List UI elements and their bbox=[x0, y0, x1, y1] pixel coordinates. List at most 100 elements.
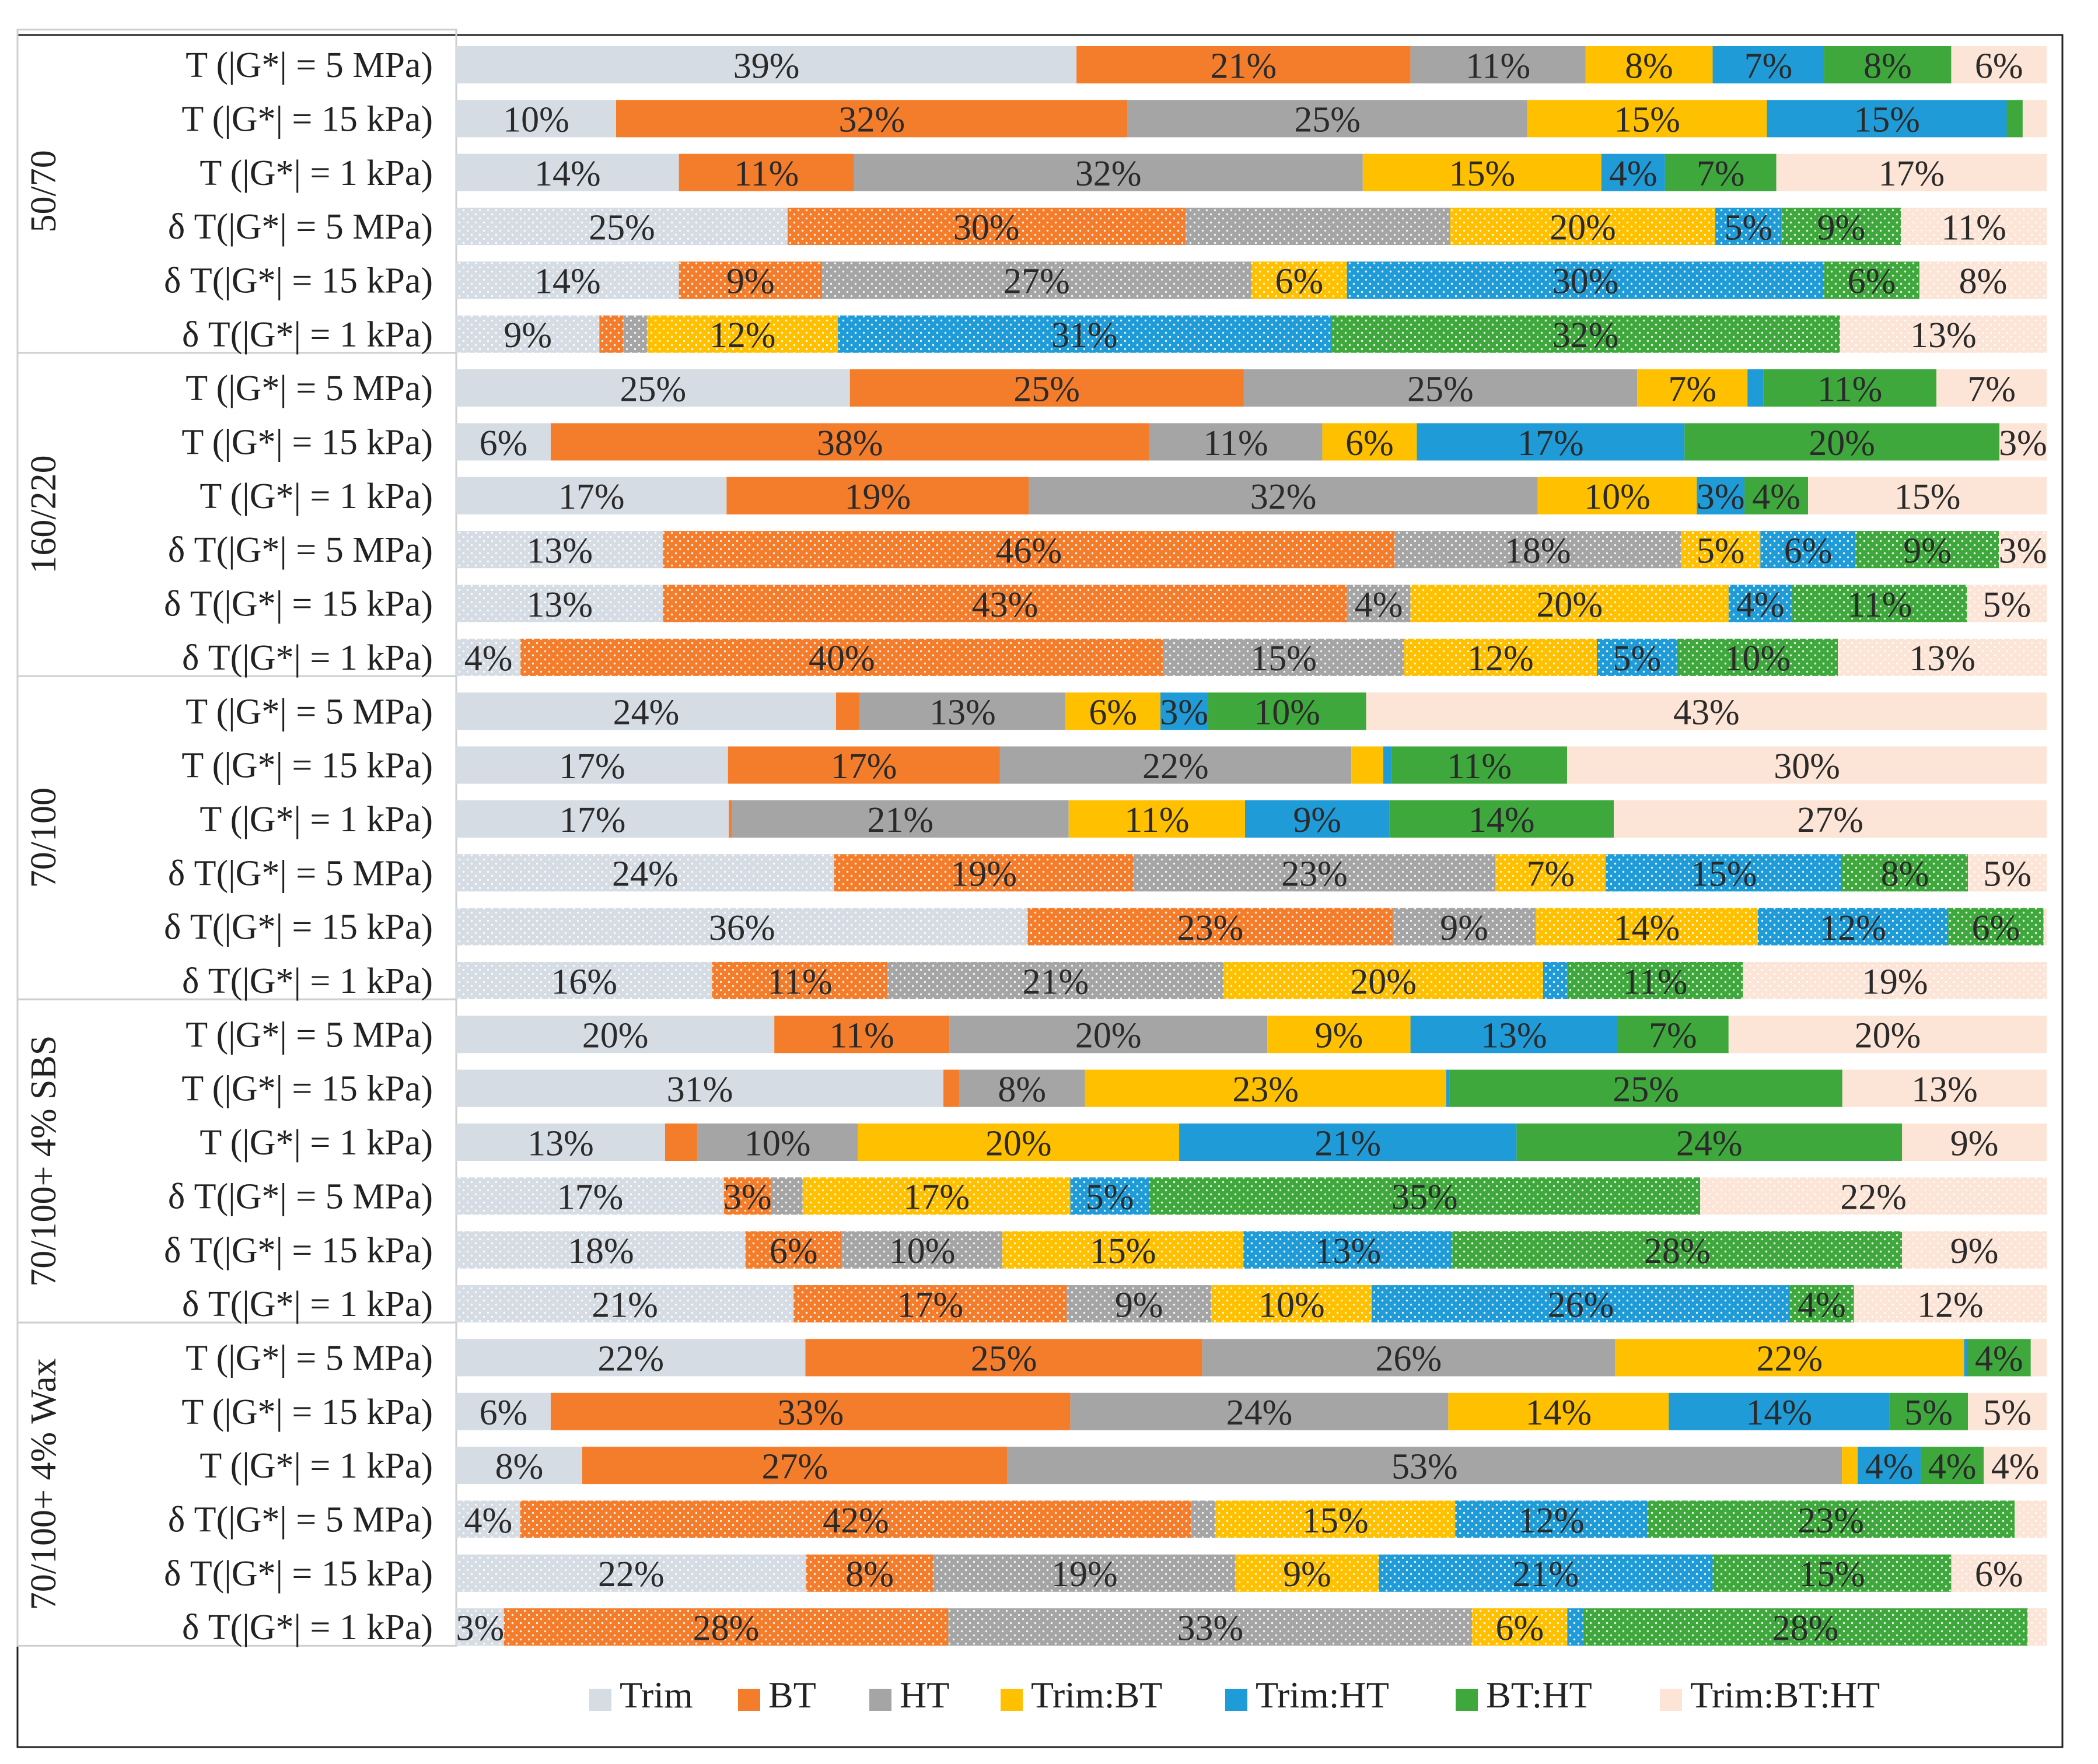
data-label-trim-ht-160-220-5: 5% bbox=[1613, 639, 1662, 678]
bar-segment-bt-160-220-5 bbox=[520, 638, 1163, 676]
bar-segment-trim-bt-50-70-5 bbox=[647, 315, 838, 353]
data-label-trim-bt-70-100-4-sbs-1: 23% bbox=[1232, 1070, 1299, 1110]
bar-segment-trim-bt-ht-70-100-4-wax-1 bbox=[1968, 1392, 2047, 1430]
data-label-trim-bt-ht-160-220-2: 15% bbox=[1894, 477, 1961, 517]
bar-segment-trim-bt-70-100-4-wax-0 bbox=[1615, 1339, 1964, 1377]
data-label-trim-70-100-3: 24% bbox=[612, 855, 679, 894]
data-label-bt-ht-70-100-4-wax-1: 5% bbox=[1904, 1393, 1953, 1433]
data-label-bt-ht-70-100-4-sbs-4: 28% bbox=[1644, 1231, 1711, 1271]
bar-segment-trim-70-100-4-sbs-2 bbox=[456, 1124, 665, 1161]
bar-segment-trim-bt-70-100-4-wax-4 bbox=[1235, 1554, 1379, 1592]
data-label-trim-bt-ht-50-70-4: 8% bbox=[1959, 262, 2008, 302]
data-label-bt-ht-70-100-0: 10% bbox=[1254, 693, 1320, 733]
bar-segment-bt-ht-70-100-4-sbs-1 bbox=[1449, 1069, 1842, 1107]
bar-segment-ht-70-100-5 bbox=[887, 961, 1224, 999]
row-label-70-100-4-sbs-0: T (|G*| = 5 MPa) bbox=[186, 1015, 433, 1055]
data-label-trim-ht-50-70-1: 15% bbox=[1854, 100, 1920, 140]
data-label-bt-70-100-4-wax-1: 33% bbox=[777, 1393, 844, 1433]
data-label-bt-50-70-0: 21% bbox=[1211, 46, 1277, 86]
bar-segment-bt-70-100-4-wax-0 bbox=[805, 1339, 1202, 1377]
legend-label-ht: HT bbox=[900, 1674, 949, 1716]
data-label-ht-160-220-2: 32% bbox=[1250, 477, 1317, 517]
row-label-160-220-2: T (|G*| = 1 kPa) bbox=[200, 477, 433, 516]
data-label-trim-ht-70-100-0: 3% bbox=[1160, 693, 1208, 733]
legend: Trim BT HT Trim:BT Trim:HT BT:HT Trim:BT:HT bbox=[589, 1674, 1880, 1716]
bar-segment-trim-bt-ht-160-220-1 bbox=[1999, 423, 2047, 461]
data-label-ht-70-100-4-wax-5: 33% bbox=[1177, 1608, 1243, 1648]
bar-segment-trim-70-100-4-sbs-5 bbox=[456, 1285, 794, 1323]
data-label-trim-bt-ht-50-70-3: 11% bbox=[1941, 208, 2006, 247]
bar-segment-trim-bt-160-220-2 bbox=[1537, 477, 1697, 514]
data-label-bt-ht-70-100-3: 8% bbox=[1881, 855, 1929, 894]
legend-label-trim-bt: Trim:BT bbox=[1031, 1674, 1162, 1716]
data-label-bt-ht-70-100-1: 11% bbox=[1447, 747, 1512, 786]
bar-segment-trim-bt-ht-70-100-0 bbox=[1366, 692, 2047, 730]
data-label-ht-70-100-4-sbs-1: 8% bbox=[998, 1070, 1046, 1110]
data-label-trim-50-70-4: 14% bbox=[534, 262, 601, 302]
data-label-trim-bt-ht-160-220-4: 5% bbox=[1983, 585, 2031, 625]
row-label-50-70-2: T (|G*| = 1 kPa) bbox=[200, 153, 433, 193]
data-label-ht-70-100-4-sbs-4: 10% bbox=[889, 1231, 956, 1271]
data-label-trim-bt-50-70-0: 8% bbox=[1625, 46, 1673, 86]
bar-segment-bt-70-100-0 bbox=[835, 692, 860, 730]
bar-segment-trim-70-100-2 bbox=[456, 800, 729, 838]
bar-segment-trim-70-100-5 bbox=[456, 961, 712, 999]
bar-segment-trim-70-100-4-sbs-3 bbox=[456, 1177, 724, 1215]
data-label-trim-ht-70-100-4-sbs-3: 5% bbox=[1086, 1178, 1134, 1217]
bar-segment-bt-70-100-5 bbox=[712, 961, 888, 999]
bar-segment-bt-70-100-4-wax-4 bbox=[806, 1554, 933, 1592]
bar-segment-trim-70-100-1 bbox=[456, 746, 728, 784]
data-label-trim-70-100-4-wax-4: 22% bbox=[598, 1555, 665, 1594]
bar-segment-trim-ht-70-100-4-sbs-2 bbox=[1179, 1124, 1517, 1161]
bar-segment-ht-160-220-2 bbox=[1029, 477, 1538, 514]
data-label-ht-70-100-4-wax-1: 24% bbox=[1226, 1393, 1293, 1433]
bar-segment-ht-70-100-4-sbs-2 bbox=[697, 1124, 858, 1161]
data-label-trim-bt-70-100-4-wax-1: 14% bbox=[1525, 1393, 1592, 1433]
data-label-trim-70-100-4-sbs-0: 20% bbox=[582, 1016, 649, 1056]
bar-segment-trim-70-100-4-sbs-1 bbox=[456, 1069, 944, 1107]
bar-segment-bt-70-100-4-sbs-2 bbox=[665, 1124, 698, 1161]
bar-segment-bt-160-220-1 bbox=[550, 423, 1149, 461]
row-label-160-220-4: δ T(|G*| = 15 kPa) bbox=[164, 584, 433, 624]
data-label-trim-160-220-5: 4% bbox=[464, 639, 513, 678]
data-label-trim-50-70-1: 10% bbox=[503, 100, 569, 140]
bar-segment-bt-ht-70-100-4-wax-4 bbox=[1712, 1554, 1952, 1592]
legend-swatch-trim bbox=[589, 1689, 611, 1711]
bar-segment-trim-bt-ht-50-70-2 bbox=[1776, 153, 2047, 191]
data-label-bt-70-100-4-sbs-4: 6% bbox=[770, 1231, 818, 1271]
bar-segment-trim-bt-ht-160-220-2 bbox=[1808, 477, 2047, 514]
bar-segment-trim-ht-70-100-2 bbox=[1245, 800, 1390, 838]
bar-segment-trim-bt-ht-70-100-4-wax-5 bbox=[2027, 1608, 2047, 1646]
bar-segment-trim-160-220-5 bbox=[456, 638, 521, 676]
row-label-70-100-2: T (|G*| = 1 kPa) bbox=[200, 800, 433, 839]
bar-segment-bt-ht-70-100-4-sbs-5 bbox=[1789, 1285, 1854, 1323]
data-label-trim-bt-70-100-4-wax-5: 6% bbox=[1495, 1608, 1544, 1648]
data-label-ht-70-100-4-sbs-0: 20% bbox=[1075, 1016, 1142, 1056]
data-label-trim-bt-ht-70-100-4-sbs-5: 12% bbox=[1917, 1285, 1984, 1325]
legend-swatch-trim-ht bbox=[1225, 1689, 1247, 1711]
data-label-trim-ht-70-100-4-wax-1: 14% bbox=[1746, 1393, 1812, 1433]
group-label-70-100: 70/100 bbox=[24, 788, 64, 888]
data-label-trim-160-220-2: 17% bbox=[558, 477, 625, 517]
bar-segment-ht-70-100-4-wax-0 bbox=[1202, 1339, 1616, 1377]
bar-segment-trim-bt-70-100-3 bbox=[1495, 854, 1606, 892]
bar-segment-trim-bt-70-100-4-wax-1 bbox=[1448, 1392, 1669, 1430]
data-label-bt-70-100-4-sbs-0: 11% bbox=[829, 1016, 894, 1056]
bars: 39% 21% 11% 8% 7% 8% 6% 10% 32% 25% 15% 15% 14% 11% 32… bbox=[456, 46, 2047, 1648]
bar-segment-trim-ht-70-100-4-wax-1 bbox=[1669, 1392, 1890, 1430]
data-label-trim-70-100-4-wax-0: 22% bbox=[597, 1339, 664, 1379]
bar-segment-trim-ht-160-220-3 bbox=[1760, 531, 1856, 569]
row-label-70-100-5: δ T(|G*| = 1 kPa) bbox=[182, 961, 433, 1001]
bar-segment-trim-bt-70-100-1 bbox=[1351, 746, 1384, 784]
bar-segment-bt-70-100-4-sbs-0 bbox=[774, 1016, 950, 1054]
bar-segment-ht-70-100-4 bbox=[1393, 908, 1536, 946]
data-label-bt-70-100-3: 19% bbox=[950, 855, 1017, 894]
bar-segment-ht-70-100-3 bbox=[1133, 854, 1496, 892]
bar-segment-bt-70-100-4-sbs-1 bbox=[943, 1069, 959, 1107]
bar-segment-trim-ht-160-220-4 bbox=[1728, 584, 1792, 622]
data-label-trim-bt-ht-70-100-4-wax-2: 4% bbox=[1991, 1447, 2040, 1486]
bar-segment-bt-70-100-4-sbs-4 bbox=[745, 1231, 842, 1269]
bar-segment-trim-bt-70-100-4-wax-2 bbox=[1842, 1447, 1858, 1485]
data-label-trim-bt-ht-50-70-5: 13% bbox=[1910, 316, 1977, 355]
